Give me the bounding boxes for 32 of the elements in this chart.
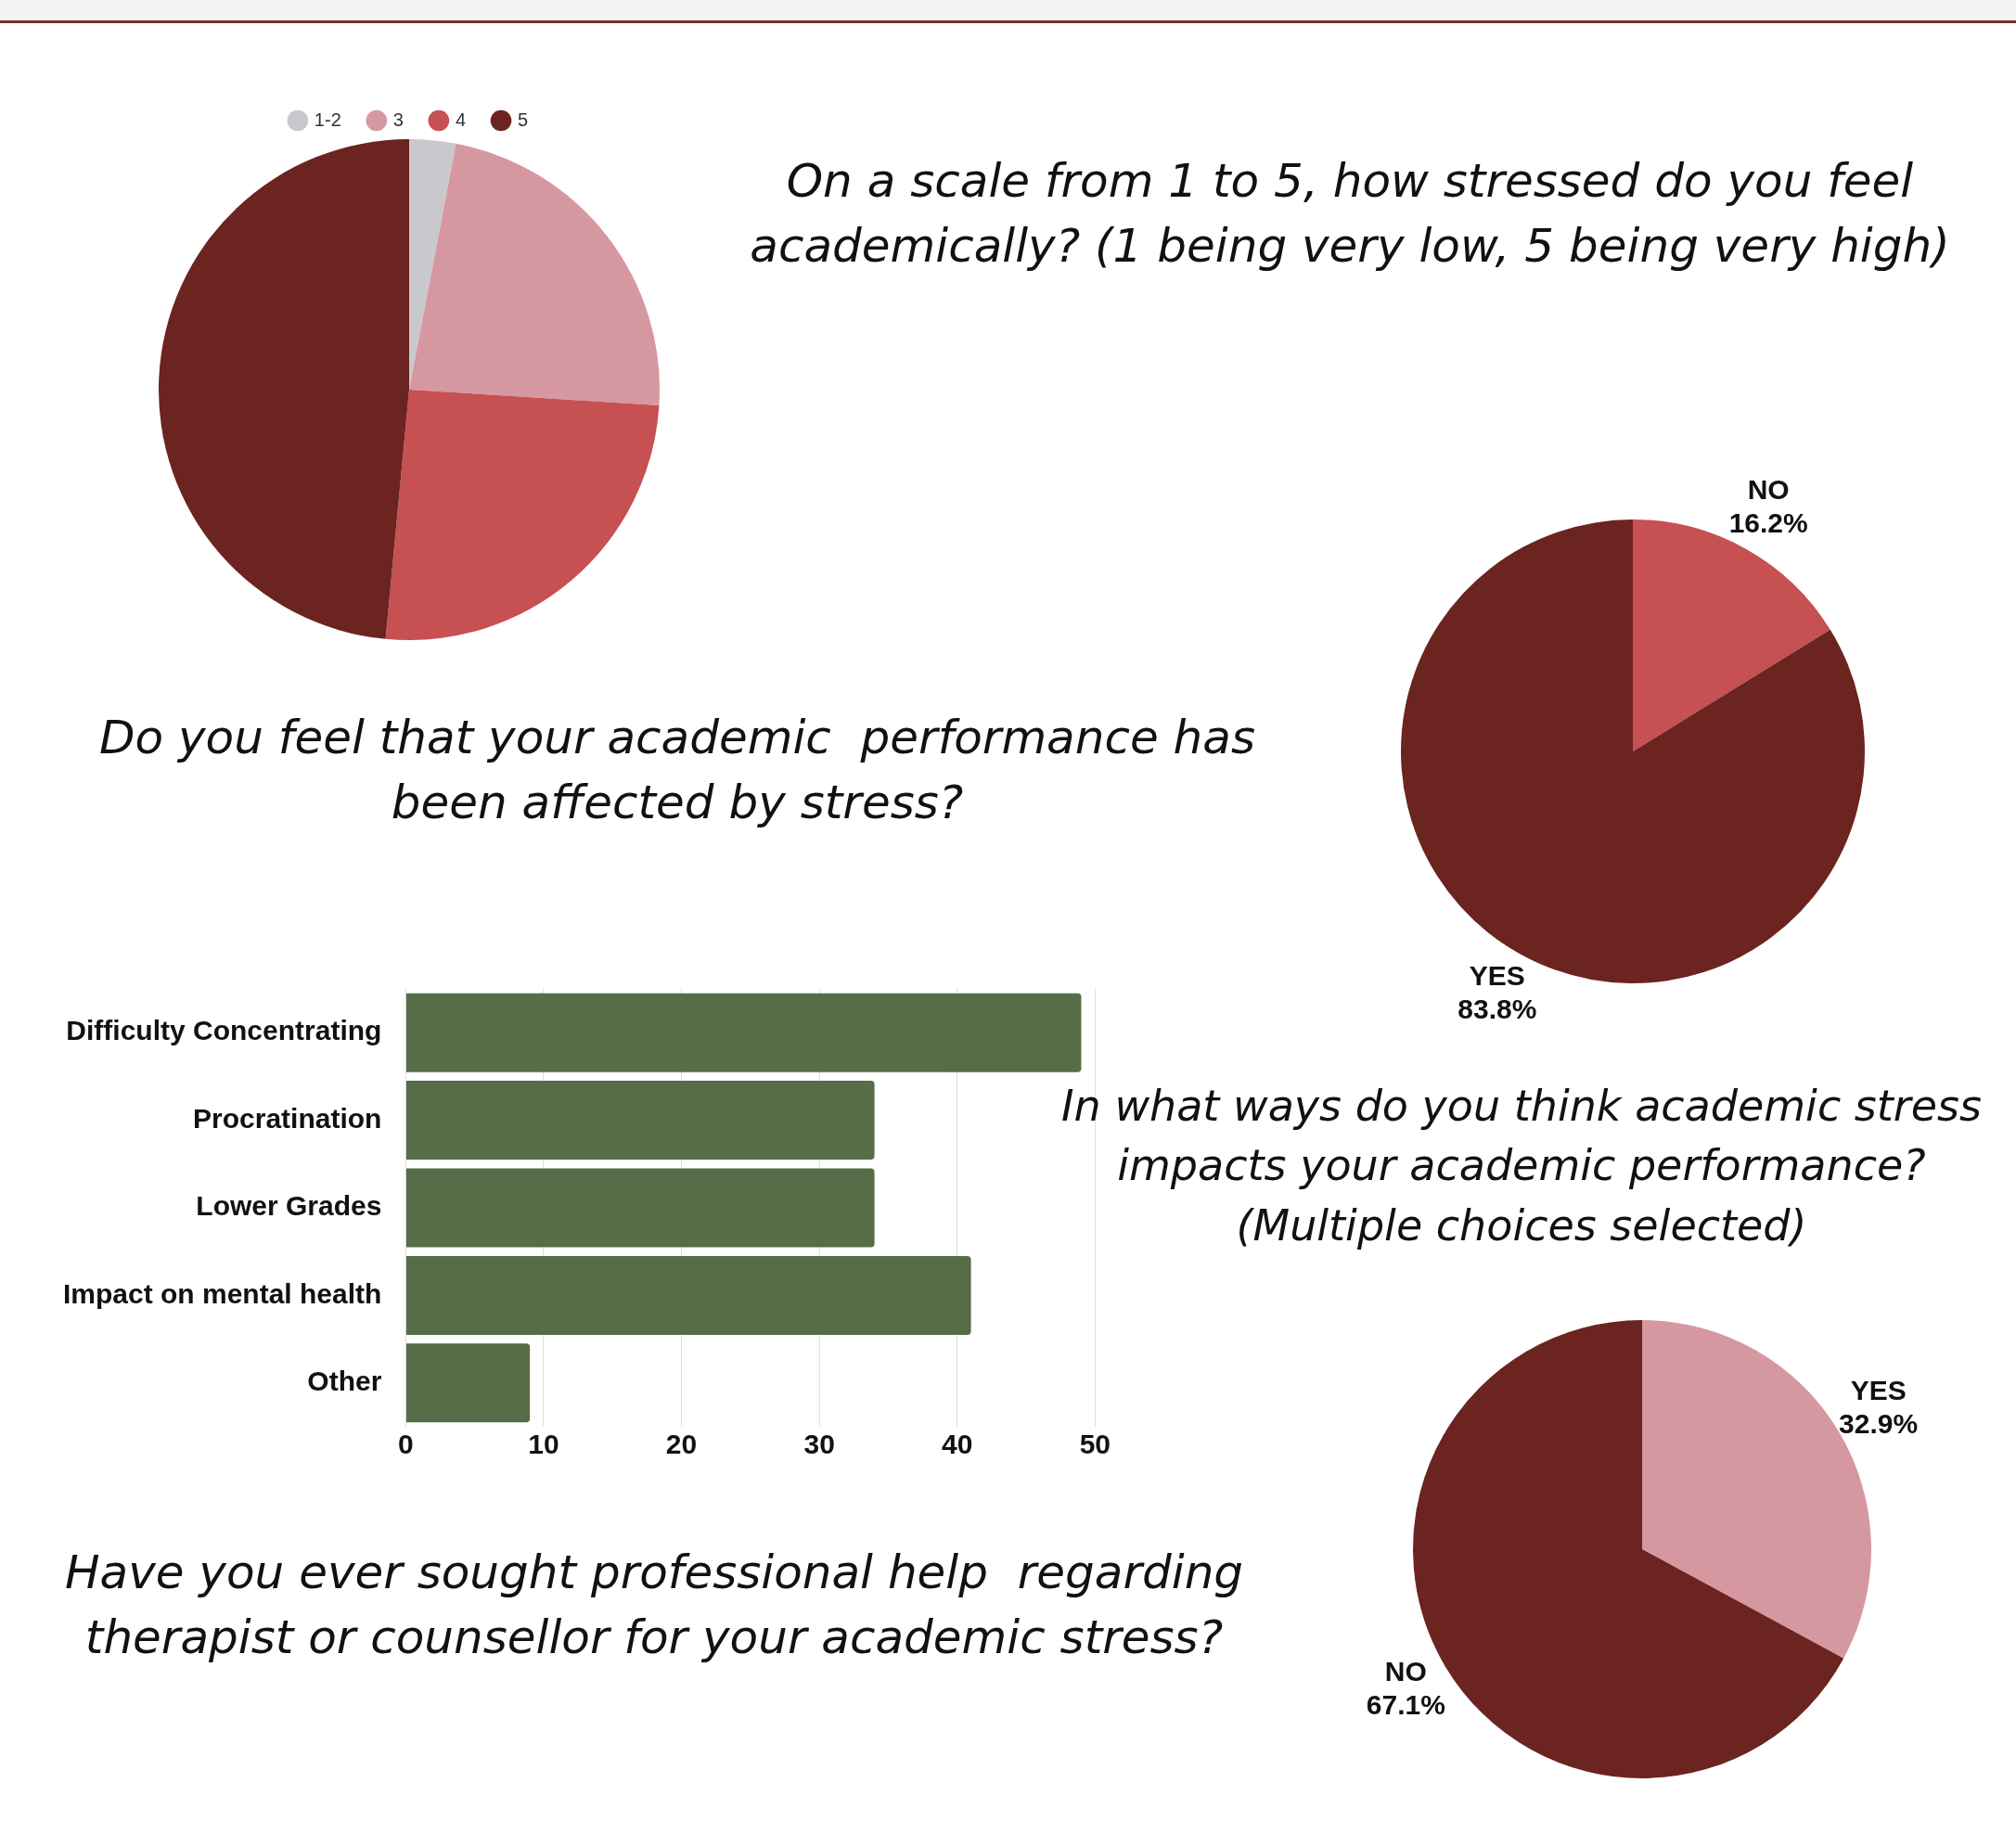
slice-label: YES <box>1469 960 1525 992</box>
text: In what ways do you think academic stress impacts your academic performance? (Multiple choices selected) <box>1060 1080 1983 1252</box>
bar <box>405 1081 875 1161</box>
bar <box>405 1168 875 1248</box>
bar <box>405 1255 971 1335</box>
y-tick-label: Difficulty Concentrating <box>66 1015 382 1046</box>
legend-label: 1-2 <box>314 109 341 130</box>
x-tick-label: 30 <box>803 1429 835 1460</box>
data-label: 32.9% <box>1839 1407 1919 1439</box>
x-tick-label: 40 <box>942 1429 973 1460</box>
data-label: 16.2% <box>1728 507 1808 539</box>
legend-label: 3 <box>392 109 404 130</box>
y-tick-label: Other <box>307 1366 382 1397</box>
x-tick-label: 20 <box>665 1429 698 1460</box>
text: Have you ever sought professional help regarding therapist or counsellor for your academic stress? <box>63 1545 1245 1666</box>
slice-label: YES <box>1850 1374 1907 1405</box>
x-tick-label: 50 <box>1079 1429 1111 1460</box>
x-tick-label: 10 <box>528 1429 559 1460</box>
y-tick-label: Lower Grades <box>196 1190 382 1222</box>
y-tick-label: Impact on mental health <box>63 1277 382 1309</box>
slice-label: NO <box>1384 1655 1427 1686</box>
slice-label: NO <box>1747 474 1790 506</box>
text: On a scale from 1 to 5, how stressed do you feel academically? (1 being very low, 5 being very high) <box>749 153 1951 275</box>
bar <box>405 1343 531 1423</box>
data-label: 83.8% <box>1457 994 1537 1025</box>
x-tick-label: 0 <box>398 1429 414 1460</box>
legend-label: 4 <box>455 109 467 130</box>
text: Do you feel that your academic performance has been affected by stress? <box>98 710 1256 831</box>
y-tick-label: Procratination <box>193 1102 382 1134</box>
bar <box>405 993 1082 1072</box>
data-label: 67.1% <box>1366 1688 1445 1720</box>
legend-label: 5 <box>518 109 529 130</box>
